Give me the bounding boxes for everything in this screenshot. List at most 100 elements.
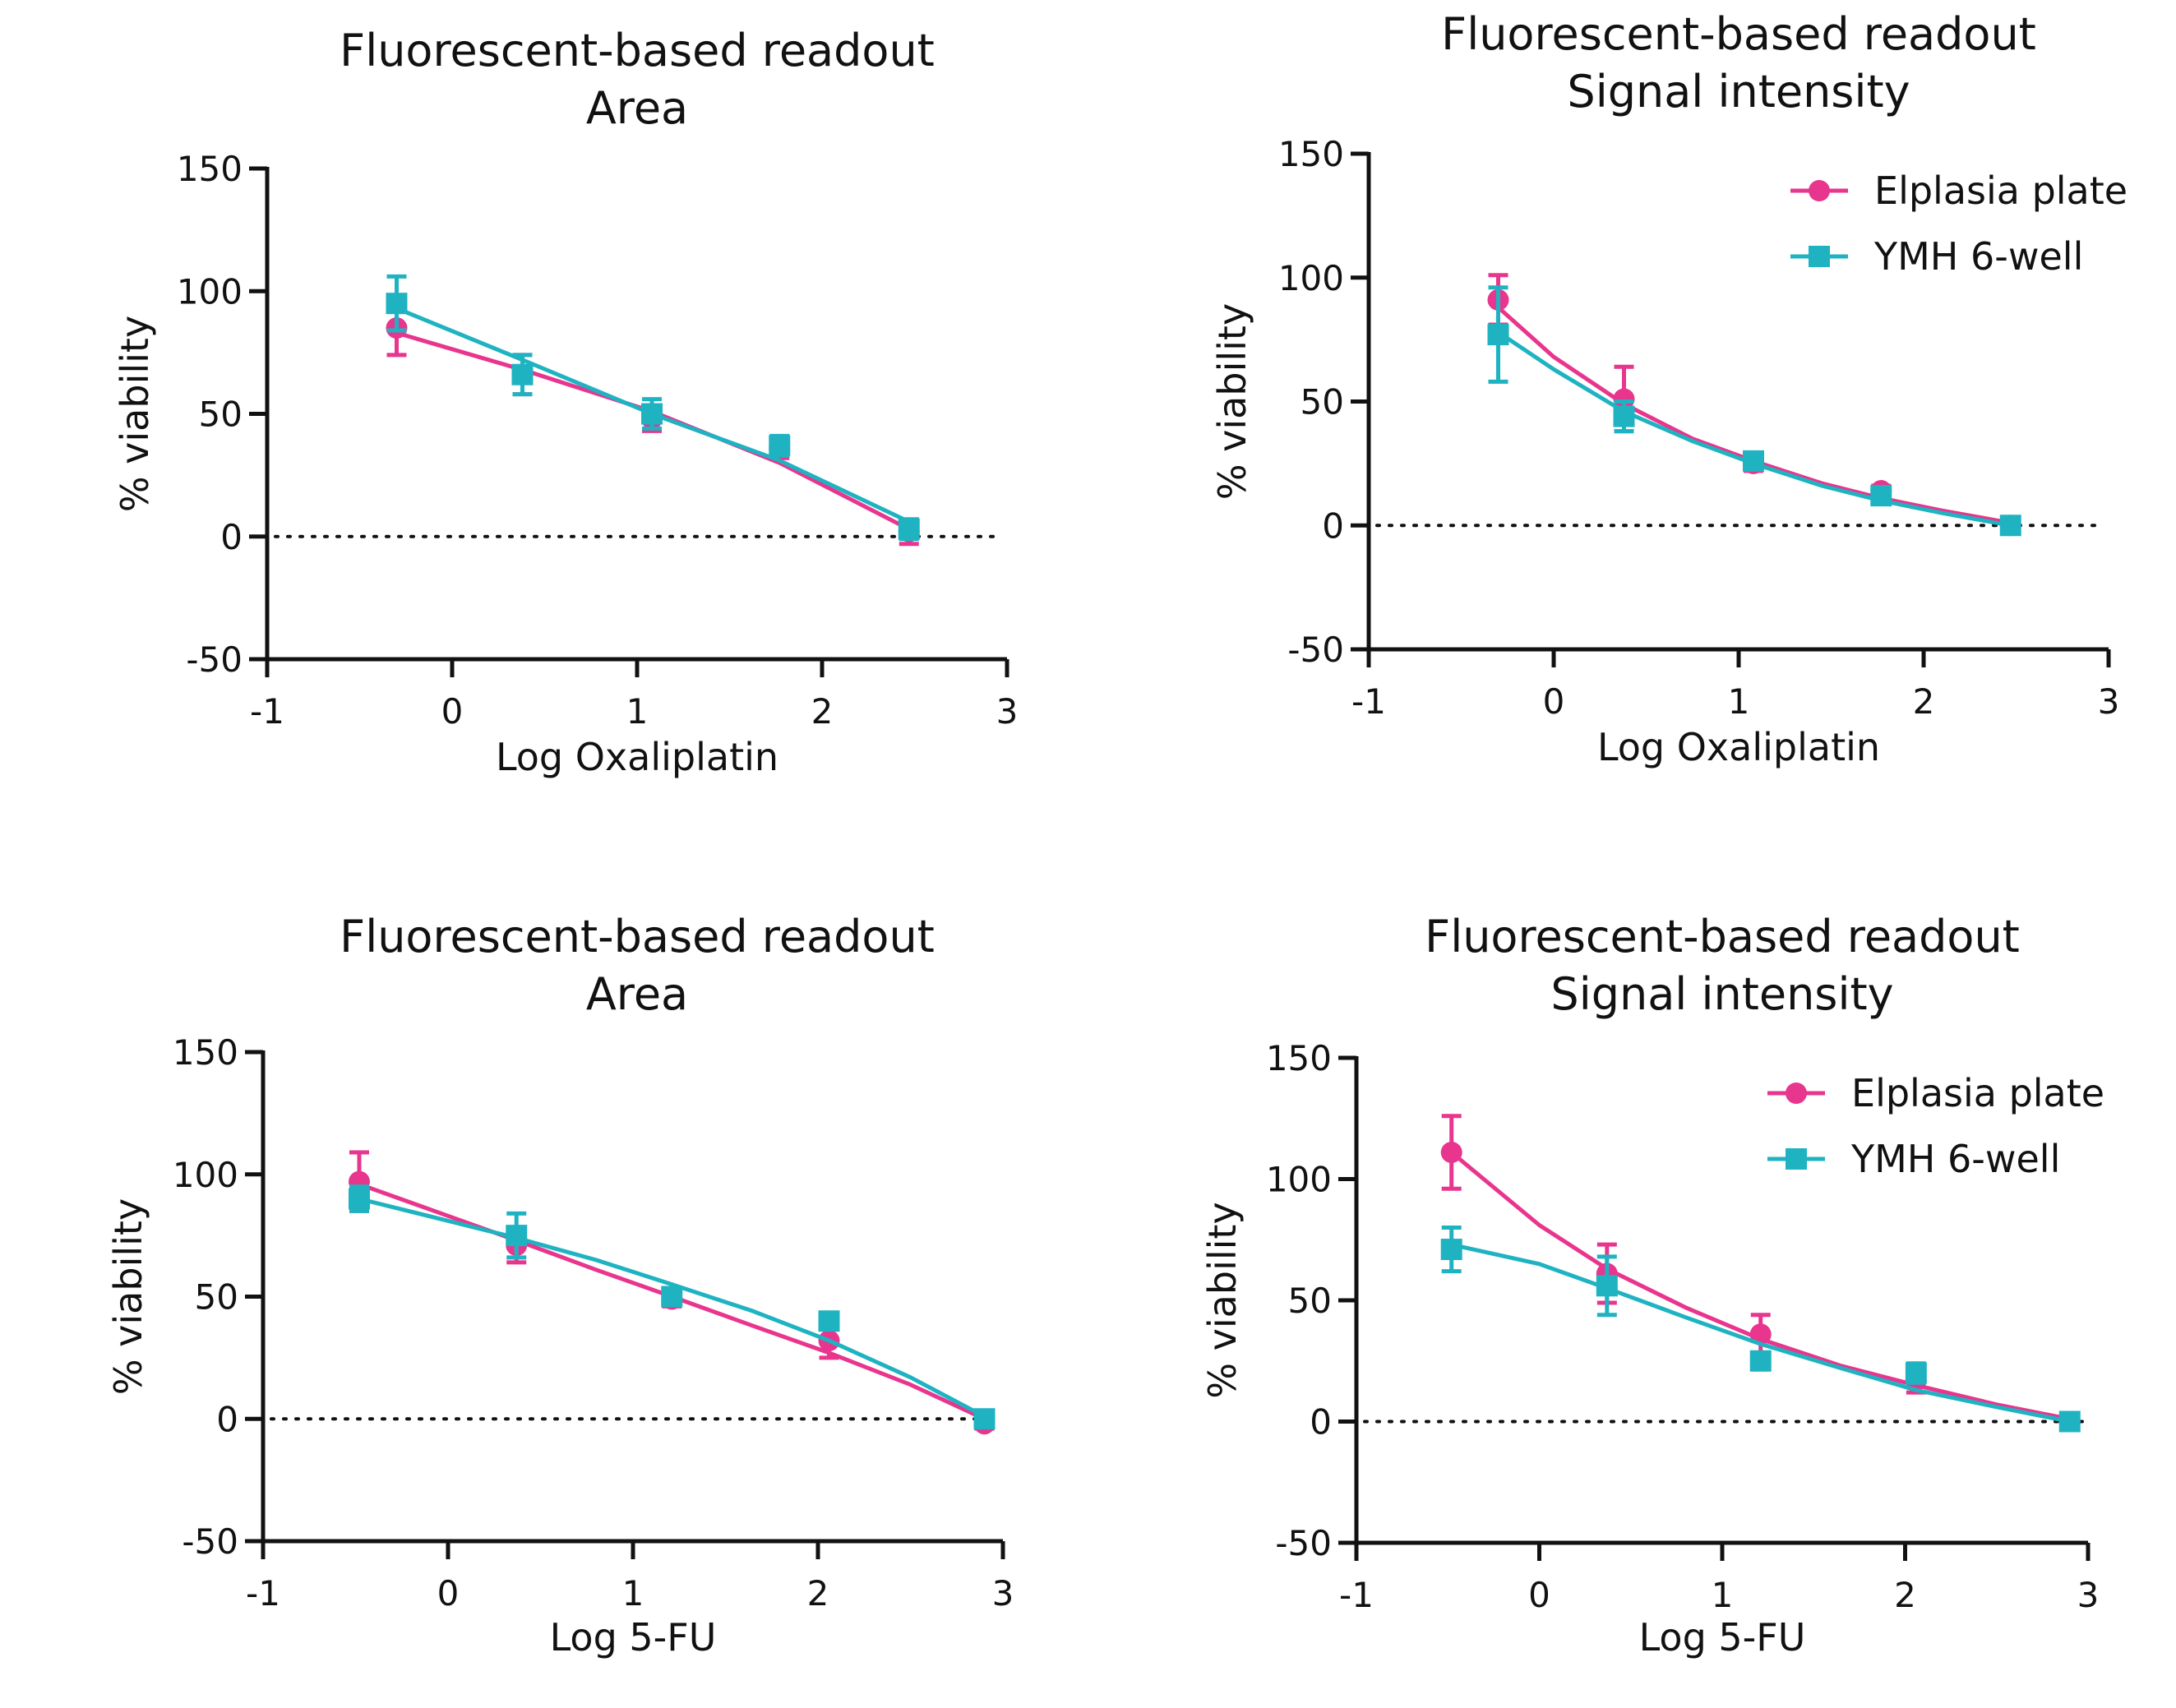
y-tick-label: -50 (1275, 1523, 1332, 1563)
data-point (818, 1310, 840, 1332)
y-tick-label: 50 (1301, 382, 1344, 422)
legend-label: Elplasia plate (1851, 1071, 2104, 1115)
x-axis-label: Log Oxaliplatin (1597, 725, 1880, 769)
chart-title: Fluorescent-based readout (1441, 8, 2036, 60)
legend-label: YMH 6-well (1873, 234, 2083, 279)
x-tick-label: 2 (1894, 1575, 1916, 1615)
chart-3: Fluorescent-based readout Area 150 100 50 0 -5… (106, 911, 1014, 1660)
legend-marker (1809, 246, 1830, 267)
y-tick-label: -50 (182, 1521, 238, 1562)
fit-curve (1497, 330, 2012, 528)
y-tick-label: 0 (1322, 505, 1344, 546)
chart-title: Fluorescent-based readout (1425, 911, 2020, 962)
series-ymh (1440, 1226, 2081, 1433)
y-tick-label: 50 (199, 395, 243, 435)
x-tick-label: 1 (622, 1573, 644, 1613)
chart-subtitle: Signal intensity (1550, 968, 1893, 1020)
chart-subtitle: Area (586, 82, 688, 134)
legend: Elplasia plate YMH 6-well (1790, 168, 2127, 279)
chart-subtitle: Signal intensity (1567, 66, 1910, 118)
data-point (506, 1225, 528, 1247)
series-ymh (386, 274, 920, 542)
x-tick-label: 0 (441, 691, 464, 732)
chart-title: Fluorescent-based readout (340, 911, 935, 962)
data-point (1596, 1275, 1618, 1297)
y-axis-label: % viability (1210, 303, 1254, 500)
data-point (1440, 1142, 1462, 1164)
legend-label: Elplasia plate (1874, 168, 2127, 213)
x-tick-label: 2 (807, 1573, 829, 1613)
x-tick-label: 0 (1528, 1575, 1550, 1615)
chart-2: Fluorescent-based readout Signal intensit… (1210, 8, 2127, 769)
data-point (1743, 450, 1764, 472)
y-tick-label: 150 (173, 1032, 238, 1073)
x-tick-label: 0 (437, 1573, 460, 1613)
data-point (1749, 1323, 1772, 1346)
y-tick-label: 100 (177, 271, 243, 312)
chart-title: Fluorescent-based readout (340, 25, 935, 76)
series-elplasia (1440, 1114, 2081, 1433)
x-tick-label: -1 (250, 691, 284, 732)
data-point (349, 1188, 370, 1210)
y-tick-label: 150 (1278, 134, 1344, 174)
y-tick-label: 0 (1310, 1402, 1332, 1443)
data-point (1749, 1350, 1772, 1372)
fit-curve (358, 1197, 986, 1419)
y-tick-label: 0 (216, 1399, 238, 1439)
x-tick-label: 2 (811, 691, 834, 732)
data-point (641, 403, 663, 425)
legend-label: YMH 6-well (1850, 1137, 2060, 1181)
legend: Elplasia plate YMH 6-well (1767, 1071, 2104, 1181)
data-point (386, 293, 408, 315)
legend-marker (1786, 1083, 1807, 1104)
y-tick-label: 100 (1278, 258, 1344, 298)
y-tick-label: -50 (1287, 630, 1344, 670)
x-tick-label: 2 (1913, 681, 1935, 722)
data-point (769, 435, 791, 457)
x-tick-label: -1 (246, 1573, 280, 1613)
x-tick-label: 3 (992, 1573, 1014, 1613)
series-ymh (349, 1184, 996, 1430)
y-tick-label: 150 (1266, 1038, 1332, 1078)
data-point (1870, 485, 1892, 507)
x-tick-label: 1 (1712, 1575, 1734, 1615)
y-tick-label: 50 (1288, 1281, 1332, 1321)
y-tick-label: 50 (195, 1277, 238, 1318)
y-tick-label: 100 (1266, 1160, 1332, 1200)
data-point (2058, 1410, 2081, 1433)
y-tick-label: 150 (177, 149, 243, 189)
y-tick-label: 0 (220, 517, 243, 557)
x-tick-label: 1 (1728, 681, 1750, 722)
x-tick-label: 3 (996, 691, 1019, 732)
y-axis-label: % viability (106, 1198, 150, 1395)
x-tick-label: -1 (1339, 1575, 1374, 1615)
x-axis-label: Log 5-FU (550, 1615, 717, 1660)
fit-curve (1450, 1151, 2071, 1421)
data-point (511, 363, 534, 385)
chart-subtitle: Area (586, 968, 688, 1020)
legend-marker (1809, 180, 1830, 201)
data-point (898, 518, 920, 540)
data-point (1440, 1239, 1462, 1261)
y-axis-label: % viability (1200, 1202, 1245, 1398)
data-point (1999, 515, 2021, 537)
fit-curve (1451, 1242, 2071, 1424)
legend-marker (1786, 1148, 1807, 1170)
series-elplasia (1487, 273, 2021, 537)
data-point (1613, 405, 1635, 427)
data-point (1487, 324, 1509, 346)
y-tick-label: 100 (173, 1155, 238, 1195)
data-point (1613, 388, 1635, 410)
x-axis-label: Log 5-FU (1639, 1615, 1806, 1660)
x-axis-label: Log Oxaliplatin (496, 735, 778, 779)
data-point (973, 1408, 996, 1430)
y-tick-label: -50 (186, 639, 243, 680)
x-tick-label: 3 (2098, 681, 2120, 722)
data-point (661, 1286, 683, 1308)
x-tick-label: 1 (626, 691, 649, 732)
data-point (1905, 1362, 1927, 1384)
x-tick-label: -1 (1351, 681, 1386, 722)
x-tick-label: 0 (1543, 681, 1565, 722)
x-tick-label: 3 (2077, 1575, 2100, 1615)
